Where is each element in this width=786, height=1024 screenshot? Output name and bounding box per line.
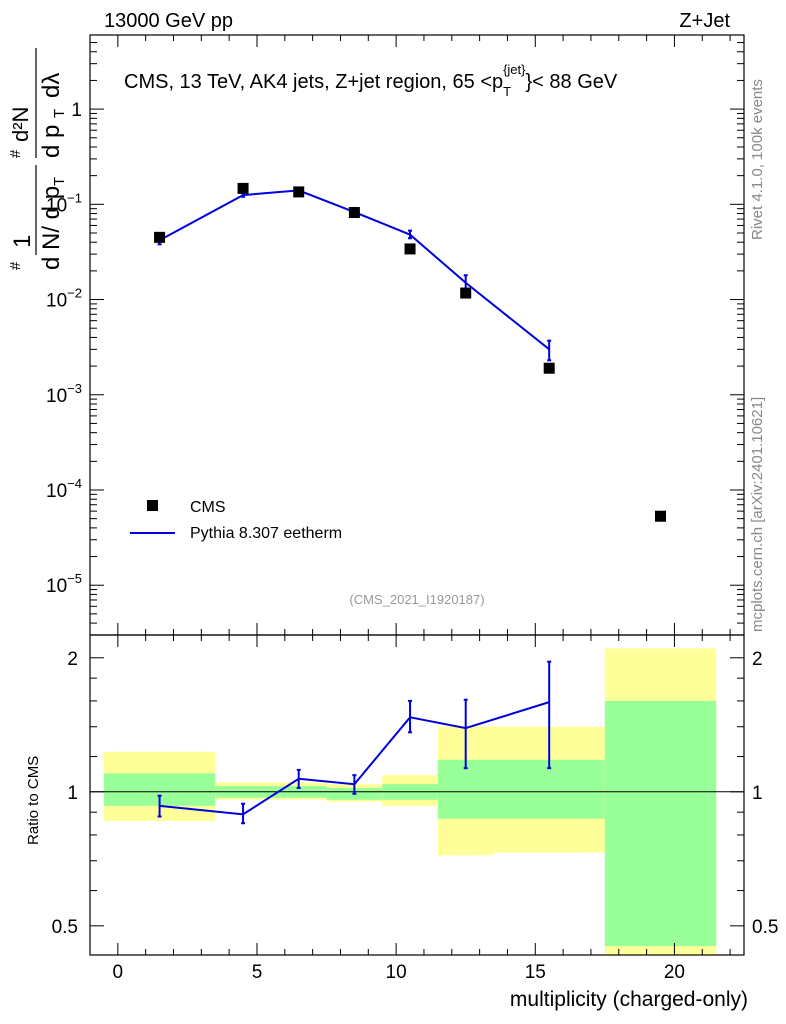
- title-sub: T: [503, 84, 511, 99]
- ratio-y-tick-label-right: 2: [752, 649, 763, 670]
- ratio-y-tick-label-left: 0.5: [52, 917, 78, 938]
- x-tick-label: 5: [252, 962, 263, 983]
- x-axis-label: multiplicity (charged-only): [510, 988, 748, 1011]
- y-tick-label: 10−5: [46, 571, 82, 597]
- cms-data-point: [293, 186, 305, 198]
- main-title: CMS, 13 TeV, AK4 jets, Z+jet region, 65 …: [124, 62, 618, 99]
- main-ylabel: # 1 d N/ d p T # d²N d p T dλ: [7, 48, 68, 270]
- title-prefix: CMS, 13 TeV, AK4 jets, Z+jet region, 65 …: [124, 71, 503, 93]
- header-left: 13000 GeV pp: [104, 10, 233, 32]
- y-tick-label: 10−3: [46, 381, 82, 407]
- mcplots-label: mcplots.cern.ch [arXiv:2401.10621]: [749, 397, 766, 632]
- ylabel-right-den-tail: dλ: [38, 73, 65, 98]
- rivet-label: Rivet 4.1.0, 100k events: [749, 79, 766, 240]
- ratio-ylabel: Ratio to CMS: [25, 756, 42, 845]
- cms-data-point: [404, 243, 416, 255]
- ratio-frame: [89, 634, 745, 956]
- x-tick-label: 20: [664, 962, 685, 983]
- cms-data-point: [460, 287, 472, 299]
- legend-cms-marker: [147, 500, 158, 511]
- cms-data-point: [154, 231, 166, 243]
- cms-data-point: [237, 182, 249, 194]
- y-tick-label: 10−2: [46, 286, 82, 312]
- ylabel-right-den: d p: [38, 125, 65, 158]
- x-tick-label: 15: [525, 962, 546, 983]
- ratio-y-tick-label-left: 2: [67, 649, 78, 670]
- ylabel-right-den-sub: T: [51, 109, 68, 118]
- legend-pythia-label: Pythia 8.307 eetherm: [190, 525, 342, 542]
- ratio-band-green-6: [604, 700, 717, 947]
- ratio-band-green-5: [493, 759, 605, 819]
- header-right: Z+Jet: [679, 10, 730, 32]
- y-tick-label: 1: [71, 100, 82, 121]
- x-tick-label: 10: [386, 962, 407, 983]
- ylabel-right-num: d²N: [8, 107, 33, 142]
- y-tick-label: 10−4: [46, 476, 82, 502]
- ratio-y-tick-label-left: 1: [67, 783, 78, 804]
- ylabel-denom-sub: T: [51, 177, 68, 186]
- legend-cms-label: CMS: [190, 499, 226, 516]
- main-frame: [89, 34, 745, 636]
- cms-data-point: [348, 207, 360, 219]
- cms-data-point: [543, 362, 555, 374]
- y-tick-label: 10−1: [46, 190, 82, 216]
- ylabel-hash-top: #: [7, 261, 24, 270]
- analysis-watermark: (CMS_2021_I1920187): [349, 592, 484, 607]
- ratio-band-green-4: [437, 759, 494, 819]
- ratio-y-tick-label-right: 1: [752, 783, 763, 804]
- title-sup: {jet}: [503, 62, 526, 77]
- main-panel: 10−5 10−4 10−3 10−2 10−1 1: [46, 34, 744, 636]
- title-suffix: }< 88 GeV: [526, 71, 618, 93]
- cms-data-point: [655, 510, 667, 522]
- ratio-y-tick-label-right: 0.5: [752, 917, 778, 938]
- ylabel-denom: d N/ d p: [38, 186, 65, 270]
- ratio-panel: 0 5 10 15 20 0.5 0.5 1 1 2 2: [52, 635, 778, 983]
- ylabel-one: 1: [9, 235, 36, 248]
- legend: CMS Pythia 8.307 eetherm: [130, 499, 342, 542]
- ylabel-hash-right: #: [7, 149, 24, 158]
- x-tick-label: 0: [113, 962, 124, 983]
